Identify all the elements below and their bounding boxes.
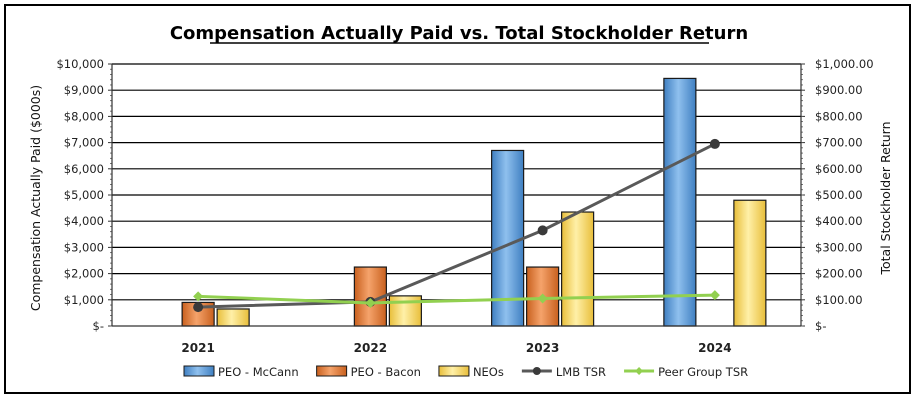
legend-label: Peer Group TSR — [658, 365, 748, 379]
y2-tick-label: $300.00 — [815, 240, 863, 254]
y-tick-label: $3,000 — [64, 240, 104, 254]
legend-marker — [532, 367, 541, 375]
y-axis-label: Compensation Actually Paid ($000s) — [28, 85, 43, 311]
y2-tick-label: $800.00 — [815, 109, 863, 123]
y-tick-label: $9,000 — [64, 83, 104, 97]
y2-tick-label: $- — [815, 319, 826, 333]
line-point — [365, 297, 376, 308]
y2-axis-label: Total Stockholder Return — [878, 121, 893, 275]
y2-tick-label: $1,000.00 — [815, 57, 874, 71]
chart-title: Compensation Actually Paid vs. Total Sto… — [170, 23, 748, 44]
chart-frame: Compensation Actually Paid vs. Total Sto… — [4, 4, 911, 394]
y-tick-label: $1,000 — [64, 293, 104, 307]
x-tick-label: 2023 — [526, 341, 559, 355]
series-line — [198, 293, 715, 305]
legend-label: PEO - Bacon — [351, 365, 421, 379]
axes: $- $- $1,000 $100.00 $2,000 $200.00 $3,000 $300… — [56, 57, 873, 355]
y-tick-label: $- — [93, 319, 104, 333]
legend-label: LMB TSR — [556, 365, 606, 379]
y-tick-label: $10,000 — [56, 57, 104, 71]
y-tick-label: $4,000 — [64, 214, 104, 228]
chart-svg: Compensation Actually Paid vs. Total Sto… — [28, 23, 893, 379]
bar — [491, 149, 525, 327]
legend-swatch — [316, 365, 348, 377]
y-tick-label: $2,000 — [64, 267, 104, 281]
x-tick-label: 2022 — [354, 341, 387, 355]
gridlines — [112, 63, 801, 301]
legend-swatch — [183, 365, 215, 377]
line-point — [537, 293, 548, 304]
legend-swatch — [438, 365, 470, 377]
x-tick-label: 2021 — [181, 341, 214, 355]
legend: PEO - McCann PEO - Bacon NEOs LMB TSR Peer G… — [183, 365, 748, 379]
line-point — [709, 290, 720, 301]
y2-tick-label: $900.00 — [815, 83, 863, 97]
y2-tick-label: $600.00 — [815, 162, 863, 176]
y-tick-label: $5,000 — [64, 188, 104, 202]
series-line — [198, 142, 716, 309]
y-tick-label: $7,000 — [64, 136, 104, 150]
x-tick-label: 2024 — [698, 341, 731, 355]
y2-tick-label: $500.00 — [815, 188, 863, 202]
legend-marker — [635, 367, 644, 375]
bar — [216, 308, 250, 327]
line-point — [537, 225, 548, 236]
y2-tick-label: $400.00 — [815, 214, 863, 228]
bar — [733, 199, 767, 327]
bars — [181, 77, 767, 327]
line-point — [193, 291, 204, 302]
bar — [561, 211, 595, 327]
legend-label: NEOs — [473, 365, 504, 379]
y-tick-label: $6,000 — [64, 162, 104, 176]
line-point — [709, 138, 720, 149]
line-point — [193, 302, 204, 313]
legend-label: PEO - McCann — [218, 365, 299, 379]
lines — [193, 138, 720, 313]
y2-tick-label: $100.00 — [815, 293, 863, 307]
bar — [663, 77, 697, 327]
y2-tick-label: $200.00 — [815, 267, 863, 281]
y-tick-label: $8,000 — [64, 109, 104, 123]
y2-tick-label: $700.00 — [815, 136, 863, 150]
